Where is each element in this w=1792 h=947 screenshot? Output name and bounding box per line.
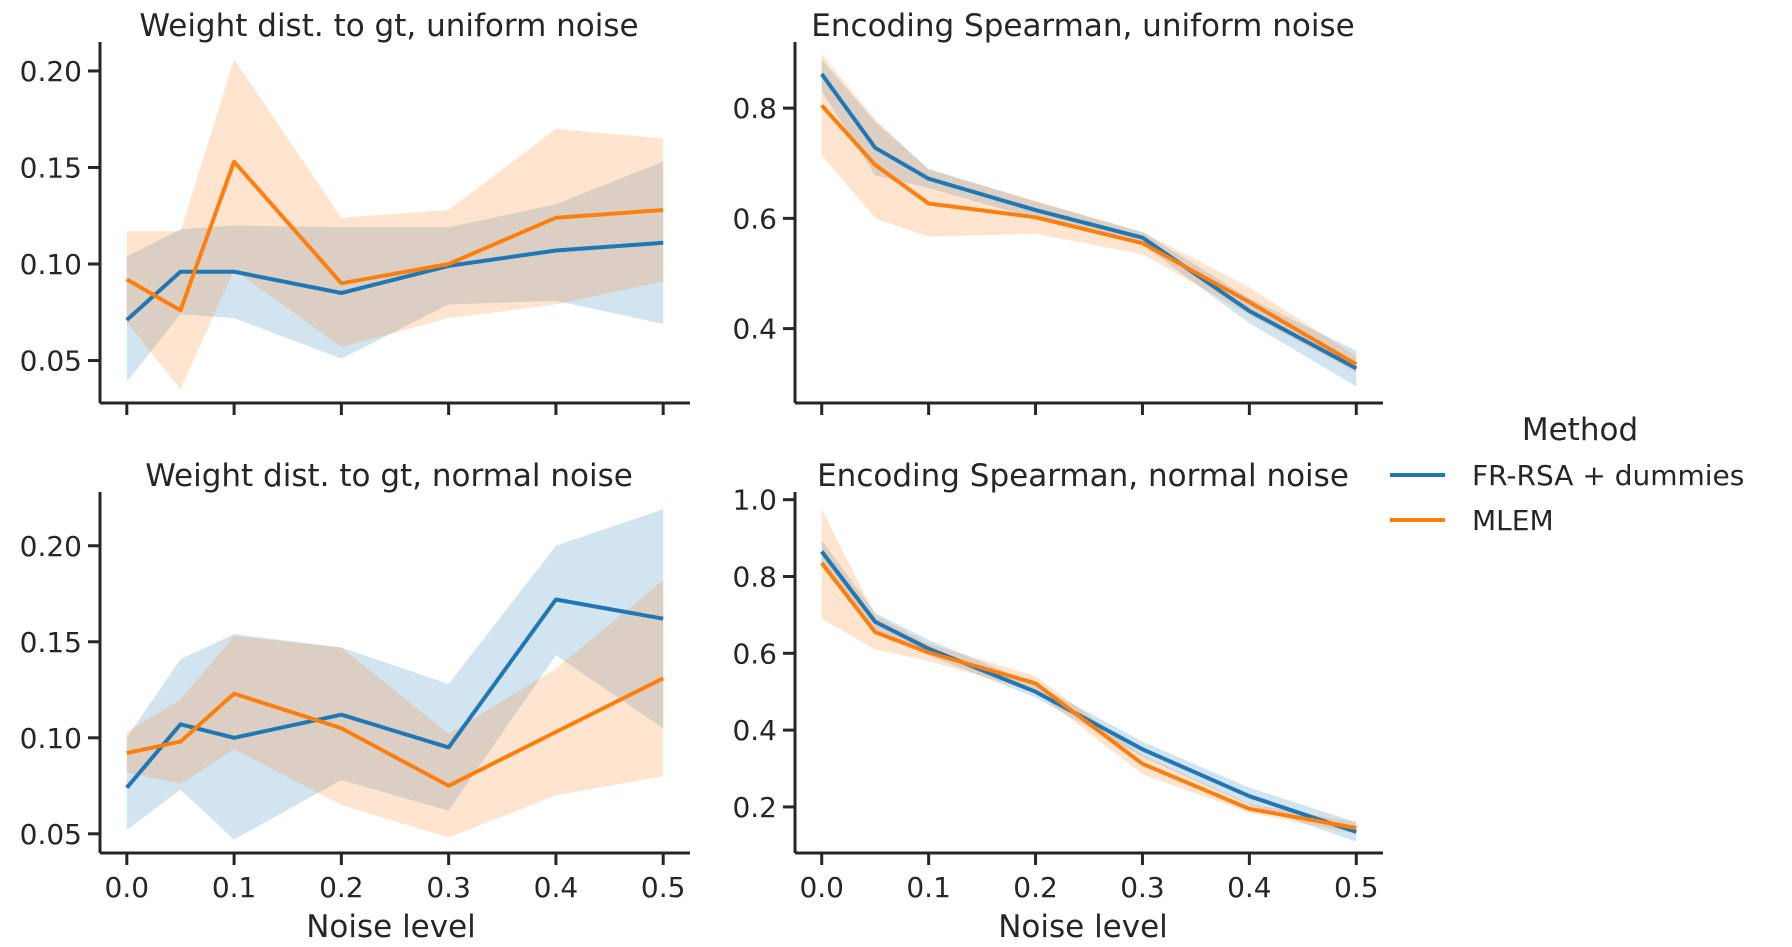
x-tick-label: 0.5 bbox=[1334, 871, 1379, 904]
series-line-fr-rsa bbox=[820, 72, 1358, 371]
y-tick-label: 0.20 bbox=[20, 530, 82, 563]
legend: Method FR-RSA + dummies MLEM bbox=[1390, 412, 1744, 537]
y-tick-label: 0.6 bbox=[732, 202, 777, 235]
y-tick-label: 0.05 bbox=[20, 818, 82, 851]
subplot-panels: 0.05 0.10 0.15 0.20 Weight dist. to gt, unif… bbox=[20, 8, 1383, 904]
series-line-fr-rsa bbox=[125, 240, 664, 322]
subplot-title: Encoding Spearman, uniform noise bbox=[811, 8, 1354, 44]
confidence-band-mlem bbox=[126, 59, 664, 390]
series-line-mlem bbox=[820, 104, 1358, 367]
subplot-weight-normal: 0.05 0.10 0.15 0.20 0.0 0.1 0.2 0.3 0.4 0.5 Weight… bbox=[20, 458, 690, 904]
y-tick-label: 0.8 bbox=[732, 560, 777, 593]
x-axis-label-left: Noise level bbox=[306, 909, 476, 945]
subplot-title: Encoding Spearman, normal noise bbox=[817, 458, 1349, 494]
legend-label-mlem: MLEM bbox=[1472, 504, 1554, 537]
y-tick-label: 0.2 bbox=[732, 791, 777, 824]
y-tick-label: 0.8 bbox=[732, 92, 777, 125]
legend-title: Method bbox=[1522, 412, 1638, 448]
subplot-spearman-normal: 0.2 0.4 0.6 0.8 1.0 0.0 0.1 0.2 0.3 0.4 0.5 Encodin… bbox=[732, 458, 1383, 904]
x-tick-label: 0.0 bbox=[799, 871, 844, 904]
series-line-fr-rsa bbox=[125, 597, 664, 789]
confidence-band-mlem bbox=[126, 580, 664, 838]
y-tick-label: 0.4 bbox=[732, 714, 777, 747]
y-tick-label: 0.05 bbox=[20, 345, 82, 378]
x-tick-label: 0.2 bbox=[319, 871, 364, 904]
x-tick-label: 0.4 bbox=[534, 871, 579, 904]
subplot-spearman-uniform: 0.4 0.6 0.8 Encoding Spearman, uniform nois… bbox=[732, 8, 1383, 415]
confidence-band-fr-rsa bbox=[821, 540, 1357, 842]
subplot-title: Weight dist. to gt, uniform noise bbox=[139, 8, 638, 44]
y-tick-label: 0.10 bbox=[20, 722, 82, 755]
x-tick-label: 0.4 bbox=[1227, 871, 1272, 904]
x-tick-label: 0.0 bbox=[105, 871, 150, 904]
series-line-mlem bbox=[820, 561, 1357, 830]
y-tick-label: 0.20 bbox=[20, 55, 82, 88]
x-tick-label: 0.1 bbox=[906, 871, 951, 904]
series-line-fr-rsa bbox=[820, 550, 1357, 834]
y-tick-label: 0.6 bbox=[732, 637, 777, 670]
subplot-title: Weight dist. to gt, normal noise bbox=[145, 458, 633, 494]
confidence-band-fr-rsa bbox=[126, 509, 664, 840]
x-tick-label: 0.1 bbox=[212, 871, 257, 904]
y-tick-label: 0.10 bbox=[20, 248, 82, 281]
x-tick-label: 0.5 bbox=[641, 871, 686, 904]
y-tick-label: 0.4 bbox=[732, 313, 777, 346]
series-line-mlem bbox=[125, 159, 664, 313]
y-tick-label: 1.0 bbox=[732, 484, 777, 517]
x-tick-label: 0.3 bbox=[426, 871, 471, 904]
confidence-band-mlem bbox=[821, 509, 1357, 834]
legend-label-fr-rsa: FR-RSA + dummies bbox=[1472, 459, 1744, 492]
subplot-weight-uniform: 0.05 0.10 0.15 0.20 Weight dist. to gt, unif… bbox=[20, 8, 690, 415]
x-tick-label: 0.2 bbox=[1013, 871, 1058, 904]
x-tick-label: 0.3 bbox=[1120, 871, 1165, 904]
y-tick-label: 0.15 bbox=[20, 626, 82, 659]
series-line-mlem bbox=[126, 676, 665, 788]
x-axis-label-right: Noise level bbox=[998, 909, 1168, 945]
y-tick-label: 0.15 bbox=[20, 151, 82, 184]
